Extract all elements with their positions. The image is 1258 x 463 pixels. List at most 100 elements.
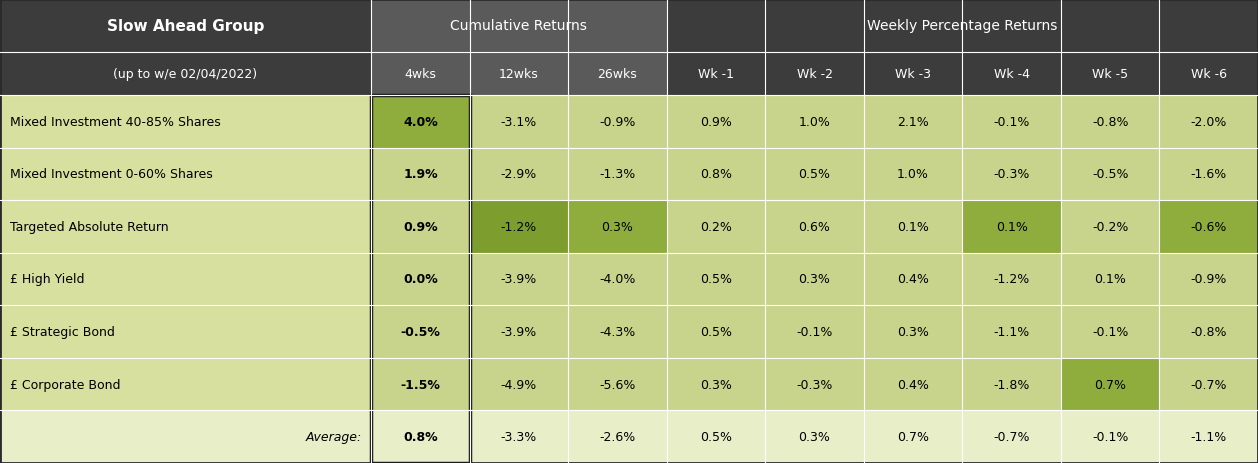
Bar — [0, 358, 371, 411]
Text: -0.7%: -0.7% — [1190, 378, 1227, 391]
Text: -2.6%: -2.6% — [599, 430, 635, 443]
Bar — [569, 148, 667, 200]
Bar — [469, 96, 569, 148]
Bar — [371, 52, 469, 96]
Bar — [667, 148, 765, 200]
Bar — [765, 253, 864, 306]
Text: Weekly Percentage Returns: Weekly Percentage Returns — [867, 19, 1058, 33]
Bar — [371, 253, 469, 306]
Bar — [962, 253, 1060, 306]
Bar — [371, 148, 469, 200]
Bar — [469, 52, 569, 96]
Bar — [864, 358, 962, 411]
Bar — [0, 96, 371, 148]
Bar — [667, 358, 765, 411]
Bar — [1160, 148, 1258, 200]
Text: 0.9%: 0.9% — [403, 220, 438, 233]
Bar — [667, 200, 765, 253]
Text: -1.5%: -1.5% — [400, 378, 440, 391]
Bar — [469, 306, 569, 358]
Text: -0.1%: -0.1% — [796, 325, 833, 338]
Bar — [667, 306, 765, 358]
Bar — [765, 306, 864, 358]
Text: -2.9%: -2.9% — [501, 168, 537, 181]
Bar — [0, 0, 371, 52]
Text: 0.6%: 0.6% — [799, 220, 830, 233]
Text: Mixed Investment 0-60% Shares: Mixed Investment 0-60% Shares — [10, 168, 213, 181]
Bar — [469, 253, 569, 306]
Text: -2.0%: -2.0% — [1190, 116, 1227, 129]
Bar — [864, 306, 962, 358]
Text: 0.1%: 0.1% — [995, 220, 1028, 233]
Text: 26wks: 26wks — [598, 68, 638, 81]
Bar — [1060, 253, 1160, 306]
Text: Wk -1: Wk -1 — [698, 68, 733, 81]
Text: Wk -3: Wk -3 — [896, 68, 931, 81]
Bar — [765, 411, 864, 463]
Text: (up to w/e 02/04/2022): (up to w/e 02/04/2022) — [113, 68, 258, 81]
Text: Wk -4: Wk -4 — [994, 68, 1029, 81]
Bar — [1060, 358, 1160, 411]
Bar — [667, 96, 765, 148]
Text: 0.7%: 0.7% — [1094, 378, 1126, 391]
Bar — [1060, 96, 1160, 148]
Text: 0.5%: 0.5% — [799, 168, 830, 181]
Text: 0.2%: 0.2% — [699, 220, 732, 233]
Text: Average:: Average: — [306, 430, 362, 443]
Text: -0.1%: -0.1% — [1092, 430, 1128, 443]
Bar — [569, 200, 667, 253]
Text: 0.3%: 0.3% — [699, 378, 732, 391]
Text: Wk -5: Wk -5 — [1092, 68, 1128, 81]
Text: 4wks: 4wks — [404, 68, 437, 81]
Bar — [569, 253, 667, 306]
Text: -1.1%: -1.1% — [994, 325, 1030, 338]
Bar — [0, 200, 371, 253]
Bar — [765, 358, 864, 411]
Bar — [667, 411, 765, 463]
Text: -3.3%: -3.3% — [501, 430, 537, 443]
Bar — [1160, 253, 1258, 306]
Bar — [371, 411, 469, 463]
Bar — [0, 306, 371, 358]
Bar — [569, 96, 667, 148]
Bar — [1160, 96, 1258, 148]
Bar — [469, 358, 569, 411]
Bar — [765, 52, 864, 96]
Text: 0.5%: 0.5% — [699, 430, 732, 443]
Bar — [0, 411, 371, 463]
Text: £ High Yield: £ High Yield — [10, 273, 84, 286]
Text: Mixed Investment 40-85% Shares: Mixed Investment 40-85% Shares — [10, 116, 221, 129]
Bar — [962, 306, 1060, 358]
Bar — [469, 148, 569, 200]
Bar — [864, 52, 962, 96]
Text: 0.3%: 0.3% — [601, 220, 634, 233]
Text: -0.7%: -0.7% — [994, 430, 1030, 443]
Text: 1.0%: 1.0% — [897, 168, 930, 181]
Text: -1.3%: -1.3% — [599, 168, 635, 181]
Text: £ Strategic Bond: £ Strategic Bond — [10, 325, 114, 338]
Bar — [569, 52, 667, 96]
Text: -4.0%: -4.0% — [599, 273, 635, 286]
Bar — [0, 148, 371, 200]
Bar — [469, 200, 569, 253]
Text: 12wks: 12wks — [499, 68, 538, 81]
Text: -1.6%: -1.6% — [1190, 168, 1227, 181]
Text: 0.8%: 0.8% — [403, 430, 438, 443]
Text: -4.3%: -4.3% — [599, 325, 635, 338]
Bar — [864, 148, 962, 200]
Bar — [765, 200, 864, 253]
Text: 1.9%: 1.9% — [403, 168, 438, 181]
Text: -3.9%: -3.9% — [501, 325, 537, 338]
Bar — [569, 358, 667, 411]
Text: 0.3%: 0.3% — [799, 273, 830, 286]
Bar — [1160, 306, 1258, 358]
Bar — [667, 0, 1258, 52]
Bar — [962, 148, 1060, 200]
Text: -0.8%: -0.8% — [1190, 325, 1227, 338]
Bar — [864, 200, 962, 253]
Text: Wk -2: Wk -2 — [796, 68, 833, 81]
Bar — [1060, 411, 1160, 463]
Bar — [667, 253, 765, 306]
Bar — [962, 96, 1060, 148]
Text: -1.2%: -1.2% — [501, 220, 537, 233]
